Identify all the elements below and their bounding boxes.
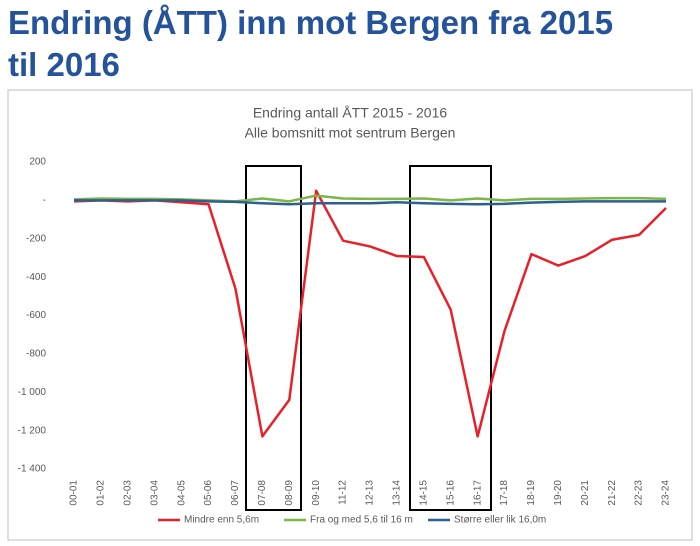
x-tick-label: 06-07 [230, 480, 241, 506]
x-tick-label: 01-02 [96, 480, 107, 506]
highlight-box [245, 165, 302, 511]
x-tick-label: 13-14 [392, 480, 403, 506]
x-tick-label: 20-21 [580, 480, 591, 506]
x-tick-label: 21-22 [607, 480, 618, 506]
x-tick-label: 11-12 [338, 480, 349, 505]
chart-frame [7, 89, 693, 541]
x-tick-label: 07-08 [257, 480, 268, 506]
x-tick-label: 17-18 [499, 480, 510, 506]
highlight-box [409, 165, 492, 511]
x-tick-label: 08-09 [284, 480, 295, 506]
x-tick-label: 03-04 [149, 480, 160, 506]
x-tick-label: 15-16 [445, 480, 456, 506]
y-tick-label: -1 000 [18, 387, 47, 398]
x-tick-label: 12-13 [365, 480, 376, 506]
x-tick-label: 05-06 [203, 480, 214, 506]
line-series [74, 199, 666, 206]
legend-label: Mindre enn 5,6m [184, 515, 259, 526]
slide-title: Endring (ÅTT) inn mot Bergen fra 2015 ti… [8, 4, 614, 83]
legend-label: Større eller lik 16,0m [454, 515, 546, 526]
y-tick-label: -800 [26, 349, 46, 360]
chart-subtitle: Alle bomsnitt mot sentrum Bergen [245, 125, 456, 141]
x-tick-label: 19-20 [553, 480, 564, 506]
x-tick-label: 04-05 [176, 480, 187, 506]
x-tick-label: 14-15 [418, 480, 429, 506]
y-tick-label: 200 [29, 157, 46, 168]
x-tick-label: 23-24 [661, 480, 672, 506]
x-tick-label: 16-17 [472, 480, 483, 506]
y-tick-label: -1 400 [18, 464, 47, 475]
x-tick-label: 09-10 [311, 480, 322, 506]
x-tick-label: 02-03 [122, 480, 133, 506]
x-tick-label: 18-19 [526, 480, 537, 506]
y-tick-label: -200 [26, 233, 46, 244]
chart-title: Endring antall ÅTT 2015 - 2016 [253, 105, 448, 121]
y-tick-label: - [43, 195, 46, 206]
legend-label: Fra og med 5,6 til 16 m [310, 515, 413, 526]
y-tick-label: -400 [26, 272, 46, 283]
y-tick-label: -600 [26, 310, 46, 321]
x-tick-label: 22-23 [634, 480, 645, 506]
line-series [73, 189, 667, 438]
x-tick-label: 00-01 [69, 480, 80, 506]
y-tick-label: -1 200 [18, 425, 47, 436]
